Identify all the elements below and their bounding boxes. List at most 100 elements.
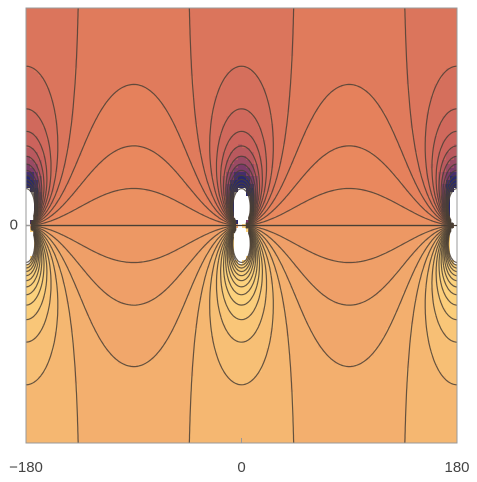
contour-band (90, 132, 95, 137)
contour-band (218, 72, 223, 77)
contour-band (382, 128, 387, 133)
contour-band (410, 36, 415, 41)
contour-band (362, 164, 367, 169)
contour-band (90, 140, 95, 145)
contour-band (114, 24, 119, 29)
contour-band (46, 88, 51, 93)
contour-band (194, 96, 199, 101)
contour-band (126, 92, 131, 97)
contour-band (86, 84, 91, 89)
contour-band (178, 40, 183, 45)
contour-band (294, 84, 299, 89)
contour-band (294, 40, 299, 45)
contour-band (170, 52, 175, 57)
contour-band (242, 88, 247, 93)
contour-band (366, 144, 371, 149)
contour-band (318, 96, 323, 101)
contour-band (282, 80, 287, 85)
contour-band (74, 8, 79, 13)
contour-band (186, 44, 191, 49)
contour-band (34, 132, 39, 137)
contour-band (86, 160, 91, 165)
contour-band (230, 112, 235, 117)
contour-band (138, 40, 143, 45)
contour-band (414, 56, 419, 61)
contour-band (334, 168, 339, 173)
contour-band (222, 64, 227, 69)
contour-band (454, 112, 458, 117)
contour-band (230, 136, 235, 141)
contour-band (82, 184, 87, 189)
contour-band (214, 148, 219, 153)
contour-band (326, 36, 331, 41)
contour-band (202, 84, 207, 89)
contour-band (106, 40, 111, 45)
contour-band (154, 96, 159, 101)
contour-band (150, 168, 155, 173)
contour-band (42, 56, 47, 61)
contour-band (210, 52, 215, 57)
contour-band (114, 84, 119, 89)
contour-band (162, 188, 167, 193)
contour-band (118, 16, 123, 21)
contour-band (446, 172, 451, 177)
contour-band (242, 60, 247, 65)
contour-band (166, 100, 171, 105)
contour-band (202, 60, 207, 65)
contour-band (98, 124, 103, 129)
contour-band (450, 88, 455, 93)
contour-band (450, 32, 455, 37)
contour-band (98, 192, 103, 197)
contour-band (142, 36, 147, 41)
contour-band (414, 100, 419, 105)
contour-band (122, 188, 127, 193)
contour-band (110, 92, 115, 97)
contour-band (70, 20, 75, 25)
contour-band (314, 84, 319, 89)
contour-band (38, 168, 43, 173)
contour-band (338, 64, 343, 69)
contour-band (334, 92, 339, 97)
contour-band (386, 128, 391, 133)
contour-band (250, 96, 255, 101)
contour-band (82, 132, 87, 137)
contour-band (46, 8, 51, 13)
contour-band (118, 132, 123, 137)
contour-band (450, 148, 455, 153)
contour-band (46, 172, 51, 177)
contour-band (158, 132, 163, 137)
contour-band (450, 36, 455, 41)
contour-band (330, 132, 335, 137)
contour-band (46, 108, 51, 113)
contour-band (82, 100, 87, 105)
contour-band (302, 164, 307, 169)
contour-band (102, 56, 107, 61)
contour-band (34, 72, 39, 77)
contour-band (70, 68, 75, 73)
contour-band (102, 20, 107, 25)
contour-band (262, 72, 267, 77)
contour-band (390, 16, 395, 21)
contour-band (78, 168, 83, 173)
contour-band (106, 148, 111, 153)
contour-band (442, 80, 447, 85)
contour-band (358, 108, 363, 113)
contour-band (422, 12, 427, 17)
contour-band (62, 24, 67, 29)
contour-band (78, 140, 83, 145)
contour-band (146, 116, 151, 121)
contour-band (298, 72, 303, 77)
contour-band (182, 172, 187, 177)
contour-band (362, 92, 367, 97)
contour-band (378, 168, 383, 173)
contour-band (386, 116, 391, 121)
contour-band (282, 64, 287, 69)
contour-band (422, 48, 427, 53)
contour-band (46, 96, 51, 101)
contour-band (338, 92, 343, 97)
contour-band (350, 88, 355, 93)
contour-band (354, 112, 359, 117)
contour-band (158, 156, 163, 161)
contour-band (238, 28, 243, 33)
contour-band (170, 56, 175, 61)
